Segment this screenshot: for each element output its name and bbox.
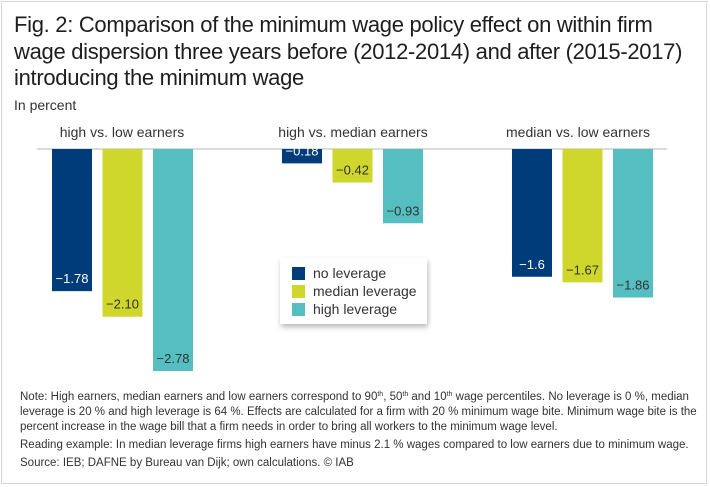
data-label-no-leverage-group-2: −0.18	[286, 143, 319, 158]
legend-item-high-leverage: high leverage	[292, 300, 397, 318]
data-label-high-leverage-group-3: −1.86	[617, 278, 650, 293]
data-label-high-leverage-group-1: −2.78	[157, 351, 190, 366]
bar-high-leverage-group-2	[383, 149, 423, 224]
category-label-high-vs-low: high vs. low earners	[59, 124, 185, 140]
legend-label: high leverage	[313, 301, 398, 317]
category-label-median-vs-low: median vs. low earners	[506, 124, 650, 140]
data-label-median-leverage-group-1: −2.10	[106, 297, 139, 312]
data-label-no-leverage-group-1: −1.78	[56, 271, 89, 286]
bar-high-leverage-group-3	[613, 149, 653, 298]
bar-high-leverage-group-1	[153, 149, 193, 371]
legend-item-median-leverage: median leverage	[292, 282, 417, 300]
data-label-no-leverage-group-3: −1.6	[519, 257, 545, 272]
bar-no-leverage-group-2	[282, 149, 322, 164]
data-label-high-leverage-group-2: −0.93	[387, 203, 420, 218]
bar-median-leverage-group-2	[332, 149, 373, 183]
bar-median-leverage-group-1	[102, 149, 143, 317]
source-line: Source: IEB; DAFNE by Bureau van Dijk; o…	[20, 457, 354, 469]
bar-no-leverage-group-1	[52, 149, 92, 292]
unit-label: In percent	[14, 97, 77, 113]
note-text: Note: High earners, median earners and l…	[20, 391, 697, 433]
chart-title: Fig. 2: Comparison of the minimum wage p…	[14, 12, 683, 90]
legend-label: no leverage	[313, 265, 387, 281]
legend-label: median leverage	[313, 283, 417, 299]
legend-swatch-high-leverage	[292, 302, 305, 316]
data-label-median-leverage-group-2: −0.42	[336, 163, 369, 178]
data-label-median-leverage-group-3: −1.67	[566, 262, 599, 277]
legend-swatch-no-leverage	[292, 266, 305, 280]
reading-example: Reading example: In median leverage firm…	[20, 439, 689, 451]
legend-swatch-median-leverage	[292, 284, 305, 298]
bar-no-leverage-group-3	[512, 149, 552, 277]
legend-item-no-leverage: no leverage	[292, 264, 386, 282]
bars-layer: −1.78 −2.10 −2.78 −0.18 −0.42 −0.93 −1.6 −1.67 −…	[52, 143, 653, 371]
category-label-high-vs-median: high vs. median earners	[278, 124, 428, 140]
chart-notes: Note: High earners, median earners and l…	[20, 390, 700, 474]
bar-median-leverage-group-3	[562, 149, 603, 283]
legend: no leverage median leverage high leverag…	[280, 258, 427, 324]
